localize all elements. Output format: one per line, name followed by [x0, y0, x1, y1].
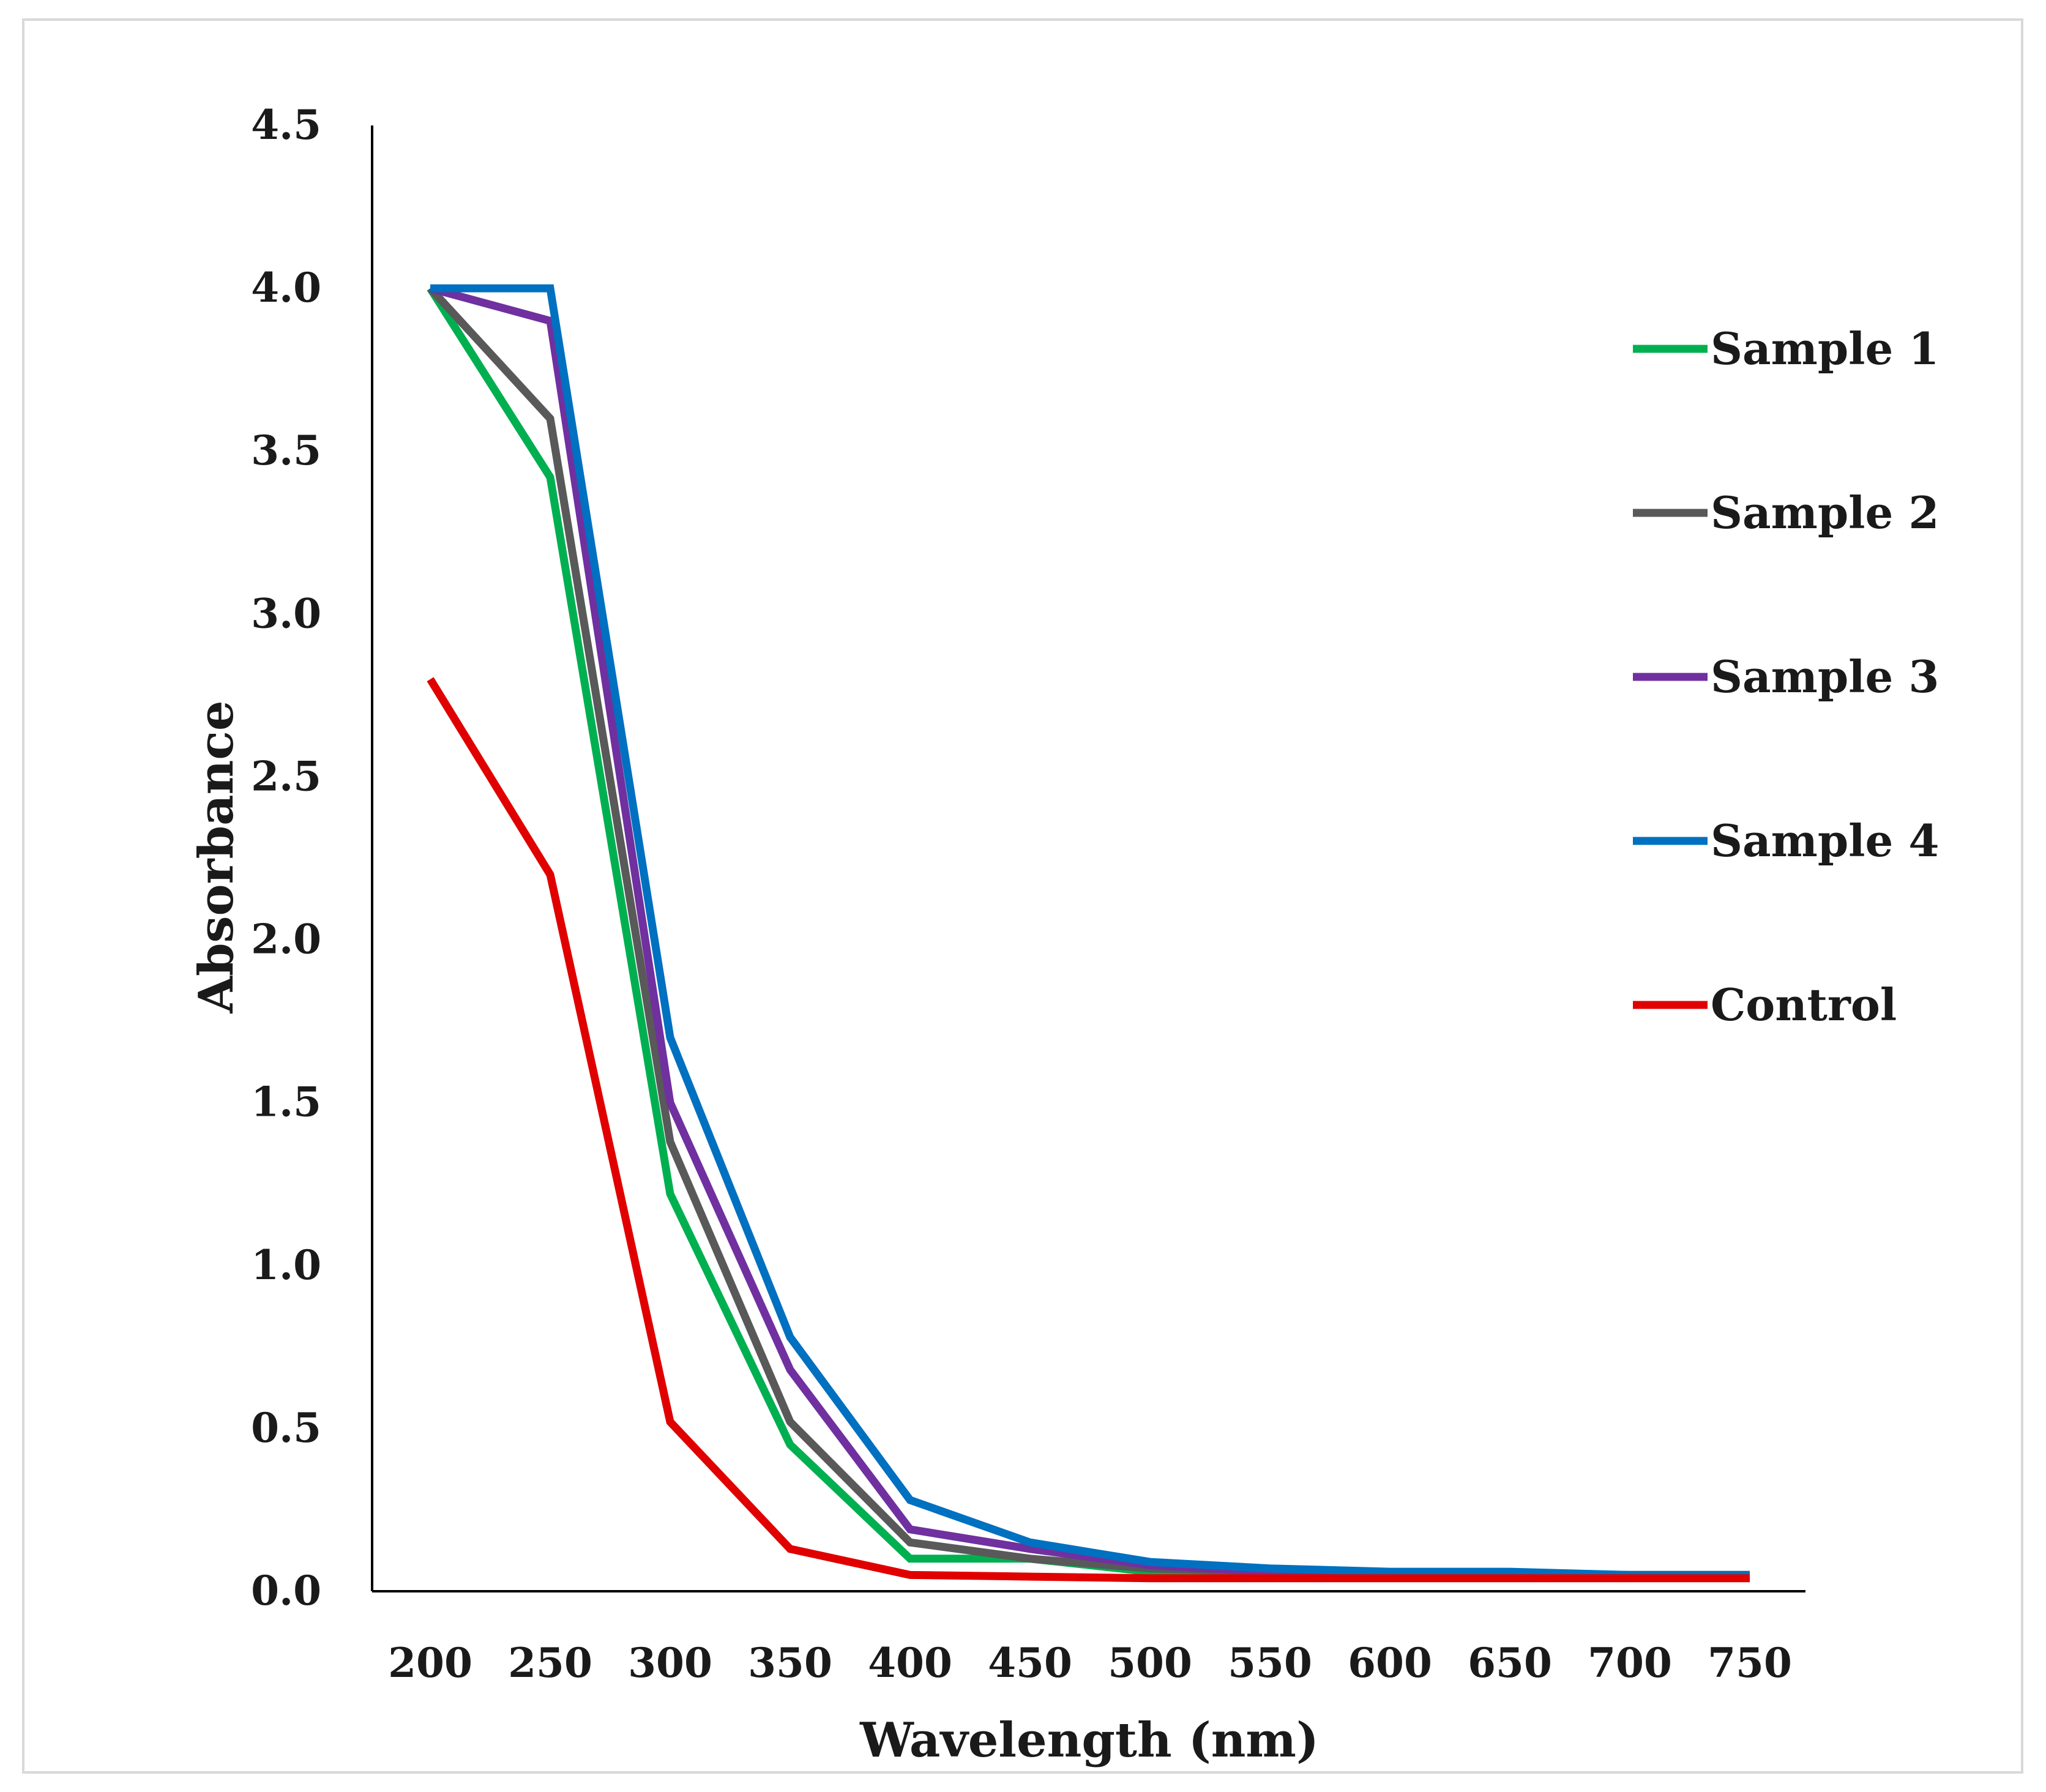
legend: Sample 1 Sample 2 Sample 3 Sample 4 Control: [1633, 323, 1940, 1031]
x-tick-label: 650: [1468, 1639, 1552, 1687]
legend-label: Sample 1: [1711, 323, 1940, 375]
legend-label: Sample 3: [1711, 651, 1940, 703]
x-axis-ticks: 200 250 300 350 400 450 500 550 600 650 700 750: [388, 1639, 1792, 1687]
x-tick-label: 250: [508, 1639, 592, 1687]
x-tick-label: 750: [1708, 1639, 1792, 1687]
y-tick-label: 3.0: [251, 589, 321, 637]
series-lines: [427, 284, 1750, 1583]
y-tick-label: 1.0: [251, 1241, 321, 1289]
series-line-sample-1: [427, 286, 1750, 1579]
legend-label: Sample 4: [1711, 815, 1940, 867]
y-tick-label: 4.0: [251, 264, 321, 312]
y-tick-label: 3.5: [251, 427, 321, 474]
legend-item: Sample 3: [1633, 651, 1940, 703]
x-axis-title: Wavelength (nm): [859, 1712, 1319, 1768]
legend-item: Control: [1633, 979, 1897, 1031]
y-tick-label: 4.5: [251, 101, 321, 149]
y-tick-label: 0.5: [251, 1404, 321, 1452]
x-tick-label: 600: [1348, 1639, 1432, 1687]
x-tick-label: 700: [1588, 1639, 1672, 1687]
y-tick-label: 0.0: [251, 1567, 321, 1615]
series-line-control: [427, 677, 1750, 1583]
x-tick-label: 200: [388, 1639, 472, 1687]
x-tick-label: 500: [1108, 1639, 1192, 1687]
y-axis-ticks: 0.0 0.5 1.0 1.5 2.0 2.5 3.0 3.5 4.0 4.5: [251, 101, 321, 1615]
axes: [371, 125, 1805, 1592]
x-tick-label: 350: [748, 1639, 832, 1687]
y-axis-title: Absorbance: [189, 701, 244, 1014]
series-line-sample-4: [430, 284, 1750, 1579]
x-tick-label: 450: [988, 1639, 1072, 1687]
y-tick-label: 1.5: [251, 1078, 321, 1126]
legend-item: Sample 1: [1633, 323, 1940, 375]
y-tick-label: 2.0: [251, 916, 321, 963]
y-tick-label: 2.5: [251, 752, 321, 800]
legend-label: Sample 2: [1711, 487, 1940, 539]
x-tick-label: 300: [628, 1639, 712, 1687]
x-tick-label: 400: [868, 1639, 952, 1687]
chart-frame: [22, 18, 2023, 1774]
legend-label: Control: [1711, 979, 1897, 1031]
legend-item: Sample 4: [1633, 815, 1940, 867]
legend-item: Sample 2: [1633, 487, 1940, 539]
x-tick-label: 550: [1228, 1639, 1312, 1687]
